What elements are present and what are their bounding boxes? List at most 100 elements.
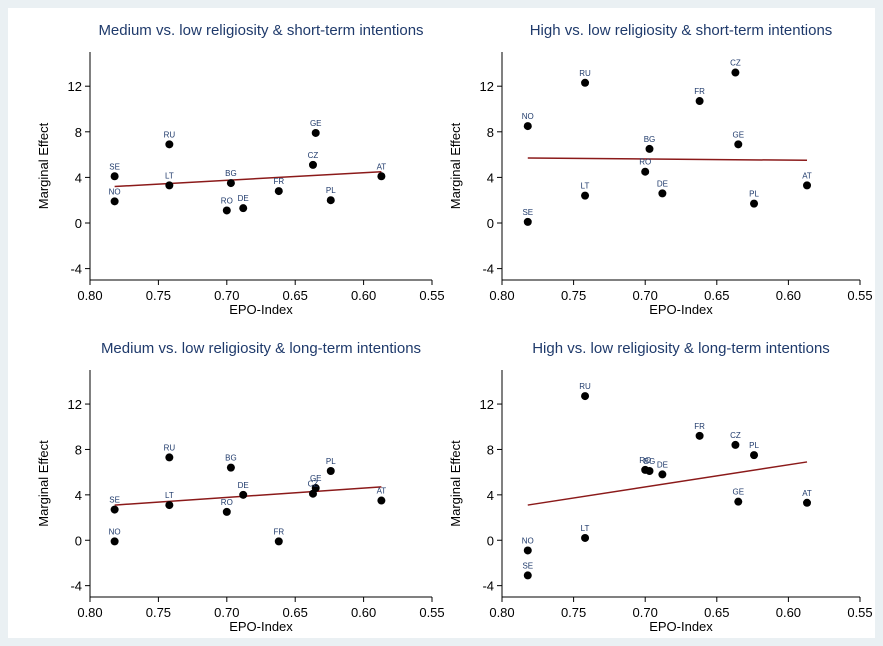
data-point-lt <box>581 533 590 542</box>
x-tick-label: 0.75 <box>146 288 171 303</box>
y-tick-label: 12 <box>68 397 82 412</box>
point-label-de: DE <box>657 179 668 188</box>
data-point-ge <box>311 128 320 137</box>
point-label-pl: PL <box>749 190 759 199</box>
data-point-se <box>523 571 532 580</box>
data-point-lt <box>581 191 590 200</box>
fit-line <box>527 461 808 506</box>
y-tick-label: 4 <box>75 170 82 185</box>
point-label-ro: RO <box>639 158 651 167</box>
x-tick-label: 0.75 <box>561 288 586 303</box>
x-tick-label: 0.60 <box>351 288 376 303</box>
y-tick-label: -4 <box>70 262 82 277</box>
y-tick-label: 12 <box>480 397 494 412</box>
x-tick-label: 0.60 <box>776 605 801 620</box>
fit-line <box>527 157 808 162</box>
data-point-ge <box>734 140 743 149</box>
chart-panel-1: Medium vs. low religiosity & short-term … <box>36 22 445 317</box>
x-tick-label: 0.80 <box>77 605 102 620</box>
point-label-at: AT <box>377 487 387 496</box>
data-point-fr <box>695 97 704 106</box>
point-label-lt: LT <box>581 524 590 533</box>
data-point-no <box>110 537 119 546</box>
x-tick-label: 0.65 <box>704 605 729 620</box>
data-point-cz <box>731 68 740 77</box>
x-tick-label: 0.80 <box>77 288 102 303</box>
y-tick-label: 0 <box>487 533 494 548</box>
point-label-at: AT <box>377 162 387 171</box>
x-tick-label: 0.75 <box>146 605 171 620</box>
x-tick-label: 0.55 <box>419 288 444 303</box>
y-tick-label: -4 <box>70 579 82 594</box>
data-point-fr <box>695 431 704 440</box>
point-label-bg: BG <box>225 454 237 463</box>
point-label-fr: FR <box>273 177 284 186</box>
data-point-bg <box>645 467 654 476</box>
point-label-pl: PL <box>326 186 336 195</box>
data-point-no <box>523 546 532 555</box>
y-axis-label: Marginal Effect <box>448 122 463 209</box>
data-point-se <box>523 217 532 226</box>
data-point-no <box>523 122 532 131</box>
data-point-pl <box>750 451 759 460</box>
data-point-ru <box>165 453 174 462</box>
point-label-no: NO <box>109 187 121 196</box>
x-tick-label: 0.55 <box>847 605 872 620</box>
data-point-no <box>110 197 119 206</box>
y-tick-label: 8 <box>75 442 82 457</box>
y-tick-label: -4 <box>482 262 494 277</box>
y-axis-label: Marginal Effect <box>36 122 51 209</box>
y-tick-label: 8 <box>487 442 494 457</box>
point-label-lt: LT <box>581 182 590 191</box>
x-tick-label: 0.55 <box>847 288 872 303</box>
x-axis-label: EPO-Index <box>229 302 293 317</box>
point-label-ro: RO <box>639 456 651 465</box>
y-tick-label: 0 <box>487 216 494 231</box>
y-tick-label: 0 <box>75 216 82 231</box>
point-label-ge: GE <box>732 488 744 497</box>
point-label-se: SE <box>109 496 120 505</box>
point-label-ru: RU <box>164 130 176 139</box>
y-tick-label: -4 <box>482 579 494 594</box>
data-point-bg <box>645 144 654 153</box>
chart-title: High vs. low religiosity & long-term int… <box>532 340 830 357</box>
data-point-ro <box>641 167 650 176</box>
point-label-ge: GE <box>310 474 322 483</box>
data-point-de <box>239 490 248 499</box>
point-label-ro: RO <box>221 196 233 205</box>
point-label-bg: BG <box>644 457 656 466</box>
data-point-ro <box>222 507 231 516</box>
chart-panel-4: High vs. low religiosity & long-term int… <box>448 340 873 634</box>
panel-background <box>8 8 875 638</box>
point-label-se: SE <box>109 162 120 171</box>
point-label-bg: BG <box>225 169 237 178</box>
x-axis-label: EPO-Index <box>649 619 713 634</box>
point-label-fr: FR <box>694 422 705 431</box>
data-point-cz <box>731 440 740 449</box>
point-label-no: NO <box>109 527 121 536</box>
data-point-ru <box>581 78 590 87</box>
data-point-bg <box>226 179 235 188</box>
data-point-de <box>658 470 667 479</box>
chart-title: Medium vs. low religiosity & long-term i… <box>101 340 421 357</box>
data-point-de <box>658 189 667 198</box>
point-label-cz: CZ <box>308 480 319 489</box>
point-label-ru: RU <box>579 69 591 78</box>
y-tick-label: 12 <box>480 79 494 94</box>
data-point-pl <box>750 199 759 208</box>
chart-title: Medium vs. low religiosity & short-term … <box>98 22 423 39</box>
point-label-de: DE <box>238 481 249 490</box>
chart-panel-3: Medium vs. low religiosity & long-term i… <box>36 340 445 634</box>
x-tick-label: 0.60 <box>351 605 376 620</box>
fit-line <box>114 486 382 506</box>
data-point-fr <box>274 537 283 546</box>
x-tick-label: 0.80 <box>489 288 514 303</box>
y-tick-label: 4 <box>487 170 494 185</box>
x-axis-label: EPO-Index <box>649 302 713 317</box>
point-label-ge: GE <box>310 119 322 128</box>
point-label-ru: RU <box>579 382 591 391</box>
data-point-ru <box>581 392 590 401</box>
x-tick-label: 0.70 <box>214 605 239 620</box>
